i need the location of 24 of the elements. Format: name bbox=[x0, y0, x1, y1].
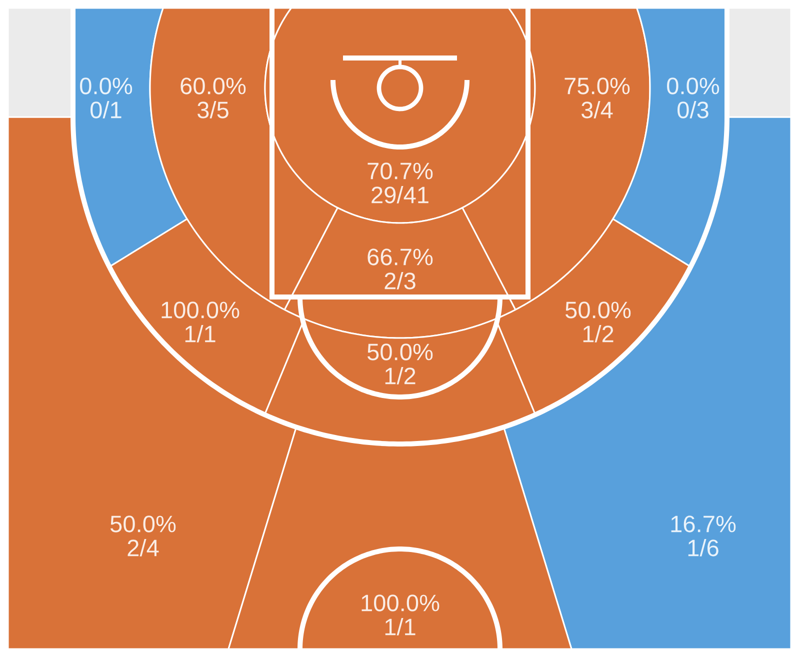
data-label: 50.0% bbox=[565, 302, 631, 318]
category-label: 1/2 bbox=[385, 366, 416, 384]
category-label: 1/1 bbox=[185, 324, 216, 342]
data-label: 16.7% bbox=[671, 516, 736, 532]
data-label: 60.0% bbox=[180, 78, 246, 94]
category-label: 1/2 bbox=[583, 324, 614, 342]
data-label: 0.0% bbox=[667, 78, 720, 94]
category-label: 2/3 bbox=[384, 272, 416, 290]
data-label: 50.0% bbox=[110, 516, 176, 532]
category-label: 0/1 bbox=[90, 100, 122, 118]
category-label: 2/4 bbox=[128, 538, 159, 556]
category-label: 29/41 bbox=[372, 186, 428, 204]
data-label: 0.0% bbox=[80, 78, 132, 94]
category-label: 1/6 bbox=[688, 538, 718, 556]
data-label: 100.0% bbox=[162, 302, 240, 318]
category-label: 3/4 bbox=[581, 100, 613, 118]
data-label: 66.7% bbox=[368, 248, 433, 266]
data-label: 50.0% bbox=[367, 344, 433, 360]
data-label: 75.0% bbox=[564, 78, 630, 94]
data-label: 70.7% bbox=[368, 162, 433, 180]
data-label: 100.0% bbox=[362, 594, 440, 612]
category-label: 1/1 bbox=[385, 618, 416, 636]
category-label: 0/3 bbox=[678, 100, 708, 118]
category-label: 3/5 bbox=[197, 100, 228, 118]
